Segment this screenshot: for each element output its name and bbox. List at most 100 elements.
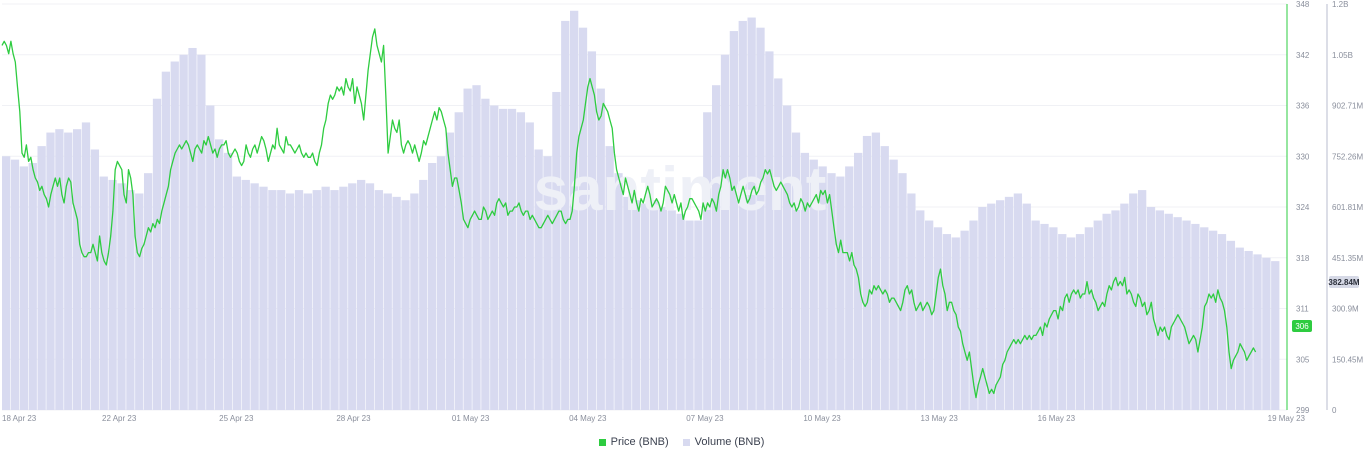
volume-bar xyxy=(499,108,508,410)
volume-bar xyxy=(960,230,969,410)
volume-bar xyxy=(339,186,348,410)
volume-bar xyxy=(419,179,428,410)
volume-bar xyxy=(241,179,250,410)
volume-bar xyxy=(28,163,37,410)
y-left-tick-label: 348 xyxy=(1296,0,1310,9)
y-right-tick-label: 150.45M xyxy=(1332,355,1363,364)
volume-bar xyxy=(135,193,144,410)
y-right-tick-label: 752.26M xyxy=(1332,152,1363,161)
legend-swatch-volume xyxy=(682,438,690,446)
volume-bar xyxy=(552,91,561,410)
volume-bar xyxy=(126,190,135,410)
volume-bar xyxy=(250,183,259,410)
y-right-tick-label: 902.71M xyxy=(1332,102,1363,111)
x-axis-ticks: 18 Apr 23 22 Apr 23 25 Apr 23 28 Apr 23 01 M… xyxy=(2,414,1306,423)
y-axis-left-ticks: 348 342 336 330 324 318 311 305 299 xyxy=(1296,0,1310,415)
volume-bar xyxy=(809,159,818,410)
watermark: santiment xyxy=(534,155,827,224)
volume-bar xyxy=(392,196,401,410)
volume-bar xyxy=(223,152,233,410)
volume-bar xyxy=(951,237,960,410)
volume-bar xyxy=(1244,250,1253,410)
volume-bar xyxy=(472,85,481,410)
volume-bar xyxy=(987,203,996,410)
volume-bar xyxy=(729,31,739,411)
x-tick-label: 10 May 23 xyxy=(803,414,841,423)
volume-bar xyxy=(791,132,801,411)
volume-bar xyxy=(720,54,730,410)
volume-bar xyxy=(525,122,534,411)
axes xyxy=(1286,4,1328,410)
volume-bar xyxy=(667,210,676,410)
volume-bar xyxy=(1067,237,1076,410)
volume-bar xyxy=(1173,217,1182,410)
volume-bar xyxy=(916,210,925,410)
y-left-tick-label: 299 xyxy=(1296,406,1310,415)
x-tick-label: 04 May 23 xyxy=(569,414,607,423)
price-series xyxy=(1,28,1257,399)
price-badge: 306 xyxy=(1292,320,1312,332)
legend: Price (BNB) Volume (BNB) xyxy=(0,436,1363,448)
volume-bar xyxy=(294,190,304,410)
volume-bar xyxy=(969,220,978,410)
x-tick-label: 19 May 23 xyxy=(1268,414,1306,423)
legend-label-price: Price (BNB) xyxy=(610,436,669,448)
legend-label-volume: Volume (BNB) xyxy=(694,436,765,448)
volume-bar xyxy=(1209,230,1218,410)
volume-badge: 382.84M xyxy=(1328,276,1360,288)
volume-bar xyxy=(561,20,570,411)
volume-bar xyxy=(321,186,330,410)
volume-bar xyxy=(1084,227,1094,410)
x-tick-label: 01 May 23 xyxy=(452,414,490,423)
y-left-tick-label: 305 xyxy=(1296,355,1310,364)
volume-bar xyxy=(188,47,197,410)
volume-bar xyxy=(800,152,810,410)
legend-swatch-price xyxy=(598,438,606,446)
volume-bar xyxy=(10,159,20,410)
volume-bar xyxy=(1022,203,1031,410)
y-left-tick-label: 336 xyxy=(1296,102,1310,111)
volume-bar xyxy=(197,54,206,410)
volume-badge-text: 382.84M xyxy=(1328,278,1359,287)
volume-bar xyxy=(694,220,703,410)
x-tick-label: 16 May 23 xyxy=(1038,414,1076,423)
volume-bar xyxy=(632,200,641,410)
volume-bar xyxy=(818,166,827,410)
volume-bar xyxy=(756,27,765,411)
volume-bar xyxy=(614,173,623,410)
volume-bar xyxy=(587,51,597,410)
legend-item-price[interactable]: Price (BNB) xyxy=(598,436,669,448)
volume-bar xyxy=(836,176,845,410)
volume-bar xyxy=(481,98,490,410)
volume-bar xyxy=(490,105,499,410)
volume-bar xyxy=(1058,234,1067,410)
volume-bar xyxy=(161,71,171,411)
y-right-tick-label: 451.35M xyxy=(1332,254,1363,263)
volume-bar xyxy=(2,156,11,410)
volume-bar xyxy=(55,129,64,410)
volume-bar xyxy=(37,146,46,410)
volume-bar xyxy=(286,193,295,410)
volume-bar xyxy=(641,203,650,410)
volume-bar xyxy=(1226,240,1236,410)
volume-bar xyxy=(1040,223,1049,410)
volume-bar xyxy=(144,173,153,410)
volume-bar xyxy=(232,176,242,410)
y-right-tick-label: 1.2B xyxy=(1332,0,1348,9)
y-axis-right-ticks: 1.2B 1.05B 902.71M 752.26M 601.81M 451.35M 300… xyxy=(1332,0,1363,415)
x-tick-label: 07 May 23 xyxy=(686,414,724,423)
x-tick-label: 18 Apr 23 xyxy=(2,414,37,423)
volume-bar xyxy=(942,234,952,410)
y-right-tick-label: 601.81M xyxy=(1332,203,1363,212)
legend-item-volume[interactable]: Volume (BNB) xyxy=(682,436,765,448)
volume-bar xyxy=(1031,220,1040,410)
volume-bar xyxy=(1262,257,1271,410)
volume-bar xyxy=(206,105,215,410)
volume-bar xyxy=(738,20,747,411)
x-tick-label: 13 May 23 xyxy=(921,414,959,423)
volume-bar xyxy=(330,190,339,410)
volume-bar xyxy=(357,179,366,410)
volume-bar xyxy=(1182,220,1191,410)
volume-bar xyxy=(170,61,179,411)
volume-bar xyxy=(1235,247,1244,410)
